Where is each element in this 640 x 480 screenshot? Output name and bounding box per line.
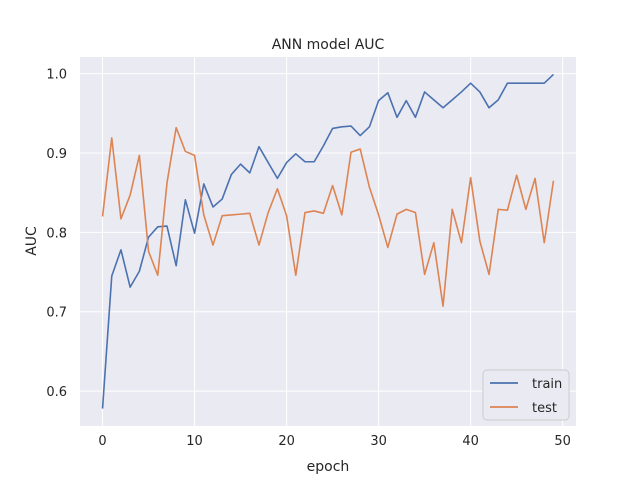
x-tick-label: 50 (554, 434, 571, 449)
y-tick-labels: 0.6 0.7 0.8 0.9 1.0 (46, 68, 67, 400)
chart-title: ANN model AUC (272, 37, 385, 53)
series-line-test (101, 126, 555, 307)
legend-label-train: train (532, 377, 562, 392)
x-tick-label: 40 (462, 434, 479, 449)
y-axis-label: AUC (24, 226, 40, 256)
x-tick-label: 20 (278, 434, 295, 449)
x-axis-label: epoch (307, 459, 350, 475)
y-tick-label: 0.9 (46, 147, 67, 162)
series-line-train (101, 73, 555, 409)
legend-label-test: test (532, 401, 557, 416)
legend: train test (482, 369, 570, 421)
series-layer (101, 73, 555, 409)
x-tick-label: 0 (98, 434, 106, 449)
y-tick-label: 0.6 (46, 385, 67, 400)
y-tick-label: 0.8 (46, 226, 67, 241)
y-tick-label: 0.7 (46, 306, 67, 321)
y-tick-label: 1.0 (46, 68, 67, 83)
x-tick-label: 10 (186, 434, 203, 449)
x-tick-label: 30 (370, 434, 387, 449)
x-tick-labels: 0 10 20 30 40 50 (98, 434, 571, 449)
